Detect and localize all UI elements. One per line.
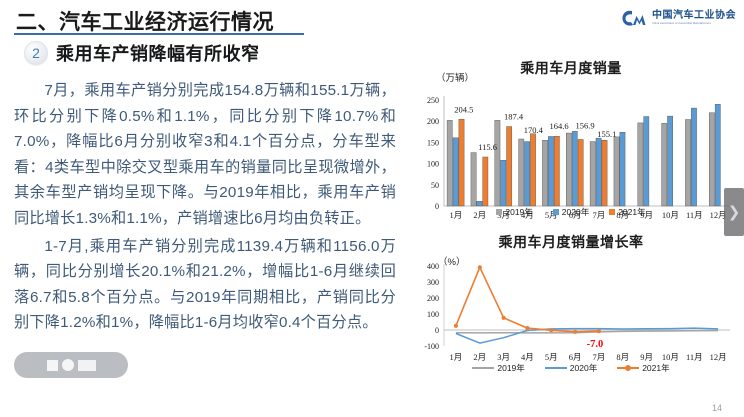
svg-text:7月: 7月: [593, 210, 606, 220]
svg-text:8月: 8月: [616, 352, 629, 362]
watermark-square-icon: [46, 359, 58, 371]
legend-item-2021-line: 2021年: [617, 362, 670, 374]
svg-text:7月: 7月: [593, 352, 606, 362]
svg-text:9月: 9月: [640, 210, 653, 220]
legend-label-2021-line: 2021年: [642, 363, 670, 373]
legend-item-2020-line: 2020年: [544, 362, 598, 374]
svg-text:164.6: 164.6: [550, 121, 569, 131]
svg-text:200: 200: [427, 294, 439, 303]
svg-text:155.1: 155.1: [597, 129, 616, 139]
svg-text:-100: -100: [424, 342, 439, 351]
svg-text:11月: 11月: [686, 210, 703, 220]
svg-text:3月: 3月: [497, 210, 510, 220]
legend-line-2020: [544, 367, 567, 369]
body-text: 7月，乘用车产销分别完成154.8万辆和155.1万辆，环比分别下降0.5%和1…: [14, 78, 396, 338]
next-slide-button[interactable]: ❯: [724, 188, 744, 236]
legend-label-2020: 2020年: [561, 207, 590, 217]
svg-text:11月: 11月: [686, 352, 703, 362]
logo-title-en: China Association of Automobile Manufact…: [652, 21, 711, 25]
svg-text:3月: 3月: [497, 352, 510, 362]
svg-text:0: 0: [435, 326, 439, 335]
legend-label-2019: 2019年: [505, 207, 533, 217]
section-number-badge: 2: [24, 41, 48, 65]
svg-text:5月: 5月: [545, 210, 558, 220]
legend-label-2019-line: 2019年: [497, 363, 525, 373]
legend-line-2019: [472, 367, 495, 369]
svg-text:0: 0: [435, 202, 439, 211]
bar-chart-canvas: 0 50 100 150 200 250 1月 2月 3月 4月 5月 6月 7月 8月 9月 10月 11月 1…: [427, 96, 730, 220]
logo-title-cn: 中国汽车工业协会: [652, 9, 736, 21]
legend-line-2021: [617, 365, 640, 371]
legend-swatch-2020: [552, 209, 559, 215]
chevron-right-icon: ❯: [727, 204, 741, 221]
legend-item-2021: 2021年: [609, 206, 646, 218]
page-title: 二、汽车工业经济运行情况: [16, 11, 274, 34]
watermark-circle-icon: [61, 359, 74, 371]
svg-text:10月: 10月: [662, 210, 679, 220]
svg-text:250: 250: [427, 96, 439, 105]
line-chart-y-unit: （%）: [438, 257, 466, 268]
legend-swatch-2021: [609, 209, 616, 215]
svg-text:200: 200: [427, 117, 439, 126]
svg-text:300: 300: [427, 278, 439, 287]
svg-text:5月: 5月: [545, 352, 558, 362]
svg-text:12月: 12月: [710, 210, 727, 220]
paragraph-2: 1-7月,乘用车产销分别完成1139.4万辆和1156.0万辆，同比分别增长20…: [14, 237, 396, 332]
svg-text:115.6: 115.6: [478, 142, 497, 152]
svg-text:400: 400: [427, 262, 439, 271]
title-underline: [14, 33, 304, 35]
line-chart-title: 乘用车月度销量增长率: [498, 234, 644, 250]
svg-text:50: 50: [431, 181, 439, 190]
chart-passenger-car-monthly-sales: 乘用车月度销量 （万辆） 0 50 100 150 200 250 1月 2月 3月 4月 5月 6月…: [406, 56, 736, 228]
legend-item-2020: 2020年: [552, 206, 590, 218]
line-chart-canvas: -100 0 100 200 300 400 1月 2月 3月 4月 5月 6月 7月 8月 9月 10月 11…: [424, 262, 730, 362]
svg-text:100: 100: [427, 160, 439, 169]
line-chart-legend: 2019年 2020年 2021年: [406, 362, 736, 374]
chart-passenger-car-monthly-growth-rate: 乘用车月度销量增长率 （%） -100 0 100 200 300 400 1月 2月 3月 4月…: [406, 228, 736, 388]
svg-text:150: 150: [427, 138, 439, 147]
legend-label-2021: 2021年: [618, 207, 646, 217]
svg-text:2月: 2月: [473, 210, 486, 220]
legend-swatch-2019: [496, 209, 503, 215]
svg-text:9月: 9月: [640, 352, 653, 362]
svg-text:204.5: 204.5: [454, 104, 473, 114]
svg-text:8月: 8月: [616, 210, 629, 220]
page-number: 14: [711, 403, 722, 413]
legend-label-2020-line: 2020年: [569, 363, 598, 373]
section-heading-row: 2 乘用车产销降幅有所收窄: [24, 40, 260, 66]
organization-logo: 中国汽车工业协会 China Association of Automobile…: [621, 8, 736, 28]
svg-text:187.4: 187.4: [504, 112, 524, 122]
bar-chart-y-unit: （万辆）: [436, 73, 475, 84]
svg-text:1月: 1月: [450, 352, 463, 362]
svg-text:6月: 6月: [569, 352, 582, 362]
svg-text:12月: 12月: [710, 352, 727, 362]
svg-text:100: 100: [427, 310, 439, 319]
legend-item-2019: 2019年: [496, 206, 533, 218]
legend-item-2019-line: 2019年: [472, 362, 525, 374]
svg-text:156.9: 156.9: [575, 121, 594, 131]
svg-text:2月: 2月: [473, 352, 486, 362]
watermark-overlay: [14, 352, 128, 378]
svg-text:6月: 6月: [569, 210, 582, 220]
section-subtitle: 乘用车产销降幅有所收窄: [56, 44, 260, 64]
svg-text:1月: 1月: [450, 210, 463, 220]
svg-text:4月: 4月: [521, 352, 534, 362]
paragraph-1: 7月，乘用车产销分别完成154.8万辆和155.1万辆，环比分别下降0.5%和1…: [14, 82, 396, 227]
watermark-bar-icon: [77, 359, 96, 371]
bar-chart-legend: 2019年 2020年 2021年: [406, 206, 736, 218]
svg-text:170.4: 170.4: [524, 125, 544, 135]
svg-text:4月: 4月: [521, 210, 534, 220]
bar-chart-title: 乘用车月度销量: [520, 60, 622, 76]
svg-text:-7.0: -7.0: [587, 339, 604, 350]
cam-logo-icon: [621, 8, 647, 28]
svg-text:10月: 10月: [662, 352, 679, 362]
